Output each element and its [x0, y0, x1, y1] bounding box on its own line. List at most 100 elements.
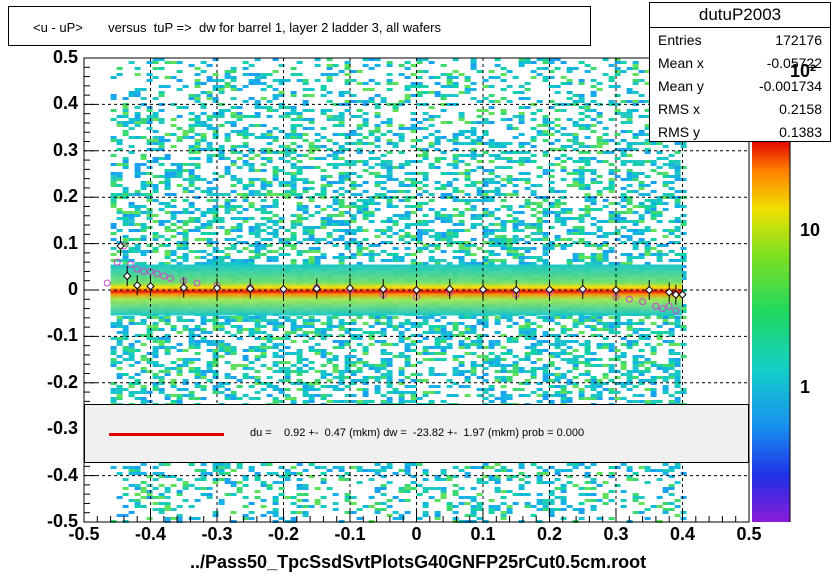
heatmap-cell: [170, 361, 177, 364]
heatmap-cell: [128, 61, 135, 64]
heatmap-cell: [548, 328, 555, 331]
heatmap-cell: [356, 208, 363, 211]
heatmap-cell: [560, 385, 567, 388]
heatmap-cell: [152, 142, 159, 145]
heatmap-cell: [308, 166, 315, 169]
heatmap-cell: [302, 370, 309, 373]
heatmap-cell: [512, 190, 519, 193]
heatmap-cell: [122, 244, 129, 247]
heatmap-cell: [494, 238, 501, 241]
heatmap-cell: [500, 145, 507, 148]
heatmap-cell: [464, 208, 471, 211]
heatmap-cell: [140, 400, 147, 403]
heatmap-cell: [494, 490, 501, 493]
heatmap-cell: [134, 382, 141, 385]
heatmap-cell: [320, 370, 327, 373]
heatmap-cell: [164, 178, 171, 181]
heatmap-cell: [332, 124, 339, 127]
heatmap-cell: [242, 136, 249, 139]
heatmap-cell: [206, 361, 213, 364]
heatmap-cell: [140, 319, 147, 322]
heatmap-cell: [452, 466, 459, 469]
heatmap-cell: [476, 121, 483, 124]
heatmap-cell: [152, 112, 159, 115]
heatmap-cell: [332, 355, 339, 358]
heatmap-cell: [434, 247, 441, 250]
heatmap-cell: [134, 193, 141, 196]
heatmap-cell: [536, 481, 543, 484]
heatmap-cell: [458, 316, 465, 319]
heatmap-cell: [422, 148, 429, 151]
heatmap-cell: [296, 499, 303, 502]
heatmap-cell: [182, 235, 189, 238]
heatmap-cell: [134, 493, 141, 496]
heatmap-cell: [446, 508, 453, 511]
heatmap-cell: [542, 364, 549, 367]
heatmap-cell: [398, 487, 405, 490]
heatmap-cell: [326, 175, 333, 178]
heatmap-cell: [194, 373, 201, 376]
heatmap-cell: [374, 157, 381, 160]
heatmap-cell: [164, 211, 171, 214]
heatmap-cell: [326, 67, 333, 70]
heatmap-cell: [362, 163, 369, 166]
heatmap-cell: [248, 262, 255, 265]
heatmap-cell: [578, 253, 585, 256]
heatmap-cell: [416, 187, 423, 190]
heatmap-cell: [530, 190, 537, 193]
heatmap-cell: [248, 115, 255, 118]
heatmap-cell: [518, 253, 525, 256]
heatmap-cell: [446, 103, 453, 106]
heatmap-cell: [506, 178, 513, 181]
heatmap-cell: [278, 370, 285, 373]
heatmap-cell: [188, 340, 195, 343]
heatmap-cell: [314, 205, 321, 208]
heatmap-cell: [488, 259, 495, 262]
heatmap-cell: [398, 517, 405, 520]
heatmap-cell: [218, 157, 225, 160]
heatmap-cell: [440, 214, 447, 217]
heatmap-cell: [452, 229, 459, 232]
heatmap-cell: [248, 346, 255, 349]
heatmap-cell: [320, 394, 327, 397]
heatmap-cell: [416, 220, 423, 223]
heatmap-cell: [362, 202, 369, 205]
heatmap-cell: [296, 124, 303, 127]
heatmap-cell: [140, 262, 147, 265]
heatmap-cell: [476, 337, 483, 340]
heatmap-cell: [266, 244, 273, 247]
heatmap-cell: [512, 91, 519, 94]
heatmap-cell: [272, 136, 279, 139]
heatmap-cell: [422, 202, 429, 205]
heatmap-cell: [152, 115, 159, 118]
heatmap-cell: [134, 379, 141, 382]
heatmap-cell: [296, 160, 303, 163]
heatmap-cell: [458, 256, 465, 259]
heatmap-cell: [344, 355, 351, 358]
heatmap-cell: [470, 343, 477, 346]
heatmap-cell: [230, 484, 237, 487]
heatmap-cell: [278, 220, 285, 223]
heatmap-cell: [434, 514, 441, 517]
heatmap-cell: [278, 145, 285, 148]
heatmap-cell: [500, 142, 507, 145]
heatmap-cell: [212, 208, 219, 211]
heatmap-cell: [572, 463, 579, 466]
heatmap-cell: [260, 178, 267, 181]
heatmap-cell: [152, 340, 159, 343]
heatmap-cell: [236, 88, 243, 91]
heatmap-cell: [572, 376, 579, 379]
heatmap-cell: [290, 91, 297, 94]
heatmap-cell: [512, 238, 519, 241]
heatmap-cell: [152, 364, 159, 367]
heatmap-cell: [248, 334, 255, 337]
heatmap-cell: [470, 151, 477, 154]
heatmap-cell: [368, 478, 375, 481]
heatmap-cell: [110, 397, 117, 400]
heatmap-cell: [158, 364, 165, 367]
heatmap-cell: [398, 151, 405, 154]
heatmap-cell: [128, 214, 135, 217]
heatmap-cell: [188, 169, 195, 172]
heatmap-cell: [380, 352, 387, 355]
heatmap-cell: [452, 139, 459, 142]
